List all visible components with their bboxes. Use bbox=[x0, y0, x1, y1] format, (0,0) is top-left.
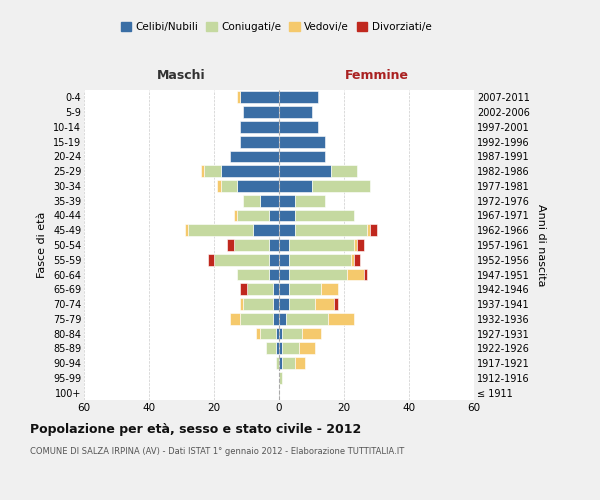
Bar bbox=[279, 298, 289, 310]
Bar bbox=[282, 357, 295, 369]
Bar bbox=[302, 328, 321, 340]
Bar bbox=[201, 166, 204, 177]
Bar bbox=[357, 239, 364, 251]
Bar bbox=[364, 268, 367, 280]
Bar bbox=[279, 284, 289, 295]
Bar bbox=[243, 195, 260, 206]
Bar bbox=[295, 224, 367, 236]
Bar bbox=[208, 254, 214, 266]
Bar bbox=[221, 180, 237, 192]
Bar bbox=[350, 254, 354, 266]
Bar bbox=[295, 357, 305, 369]
Bar bbox=[256, 328, 260, 340]
Bar bbox=[295, 210, 354, 222]
Bar bbox=[272, 298, 279, 310]
Bar bbox=[185, 224, 188, 236]
Bar bbox=[279, 357, 282, 369]
Bar bbox=[233, 239, 269, 251]
Bar bbox=[354, 254, 360, 266]
Bar bbox=[227, 239, 233, 251]
Bar bbox=[237, 180, 279, 192]
Bar bbox=[233, 210, 237, 222]
Bar bbox=[331, 166, 357, 177]
Y-axis label: Fasce di età: Fasce di età bbox=[37, 212, 47, 278]
Bar bbox=[295, 195, 325, 206]
Bar bbox=[272, 284, 279, 295]
Bar bbox=[237, 210, 269, 222]
Bar bbox=[276, 342, 279, 354]
Bar bbox=[328, 313, 354, 324]
Bar bbox=[260, 328, 276, 340]
Bar bbox=[188, 224, 253, 236]
Bar bbox=[315, 298, 334, 310]
Bar bbox=[289, 268, 347, 280]
Bar bbox=[279, 180, 311, 192]
Bar bbox=[289, 254, 350, 266]
Bar bbox=[279, 121, 318, 133]
Text: Femmine: Femmine bbox=[344, 69, 409, 82]
Bar bbox=[286, 313, 328, 324]
Bar bbox=[289, 298, 315, 310]
Bar bbox=[279, 150, 325, 162]
Bar bbox=[260, 195, 279, 206]
Bar bbox=[279, 313, 286, 324]
Bar bbox=[334, 298, 337, 310]
Bar bbox=[276, 328, 279, 340]
Text: Maschi: Maschi bbox=[157, 69, 206, 82]
Bar bbox=[321, 284, 337, 295]
Bar bbox=[253, 224, 279, 236]
Bar bbox=[204, 166, 221, 177]
Bar bbox=[276, 357, 279, 369]
Bar bbox=[299, 342, 315, 354]
Bar bbox=[266, 342, 276, 354]
Text: COMUNE DI SALZA IRPINA (AV) - Dati ISTAT 1° gennaio 2012 - Elaborazione TUTTITAL: COMUNE DI SALZA IRPINA (AV) - Dati ISTAT… bbox=[30, 448, 404, 456]
Bar bbox=[311, 180, 370, 192]
Bar bbox=[269, 239, 279, 251]
Bar bbox=[269, 210, 279, 222]
Bar bbox=[279, 268, 289, 280]
Bar bbox=[279, 372, 282, 384]
Bar bbox=[214, 254, 269, 266]
Bar bbox=[217, 180, 221, 192]
Bar bbox=[282, 342, 299, 354]
Bar bbox=[221, 166, 279, 177]
Bar bbox=[240, 92, 279, 104]
Bar bbox=[279, 328, 282, 340]
Bar bbox=[240, 136, 279, 147]
Bar bbox=[240, 284, 247, 295]
Bar bbox=[279, 136, 325, 147]
Bar bbox=[354, 239, 357, 251]
Bar bbox=[240, 313, 272, 324]
Bar bbox=[240, 298, 243, 310]
Bar bbox=[240, 121, 279, 133]
Bar bbox=[279, 106, 311, 118]
Bar bbox=[230, 150, 279, 162]
Bar bbox=[279, 342, 282, 354]
Bar bbox=[269, 254, 279, 266]
Bar bbox=[279, 210, 295, 222]
Bar bbox=[243, 298, 272, 310]
Bar bbox=[279, 166, 331, 177]
Bar bbox=[237, 92, 240, 104]
Bar bbox=[272, 313, 279, 324]
Bar bbox=[243, 106, 279, 118]
Bar bbox=[237, 268, 269, 280]
Bar bbox=[289, 239, 354, 251]
Bar bbox=[282, 328, 302, 340]
Bar bbox=[269, 268, 279, 280]
Bar bbox=[347, 268, 364, 280]
Bar bbox=[247, 284, 272, 295]
Y-axis label: Anni di nascita: Anni di nascita bbox=[536, 204, 547, 286]
Bar bbox=[370, 224, 377, 236]
Bar bbox=[279, 254, 289, 266]
Bar bbox=[279, 239, 289, 251]
Text: Popolazione per età, sesso e stato civile - 2012: Popolazione per età, sesso e stato civil… bbox=[30, 422, 361, 436]
Bar bbox=[279, 195, 295, 206]
Bar bbox=[279, 92, 318, 104]
Legend: Celibi/Nubili, Coniugati/e, Vedovi/e, Divorziati/e: Celibi/Nubili, Coniugati/e, Vedovi/e, Di… bbox=[116, 18, 436, 36]
Bar bbox=[279, 224, 295, 236]
Bar bbox=[289, 284, 321, 295]
Bar bbox=[230, 313, 240, 324]
Bar bbox=[367, 224, 370, 236]
